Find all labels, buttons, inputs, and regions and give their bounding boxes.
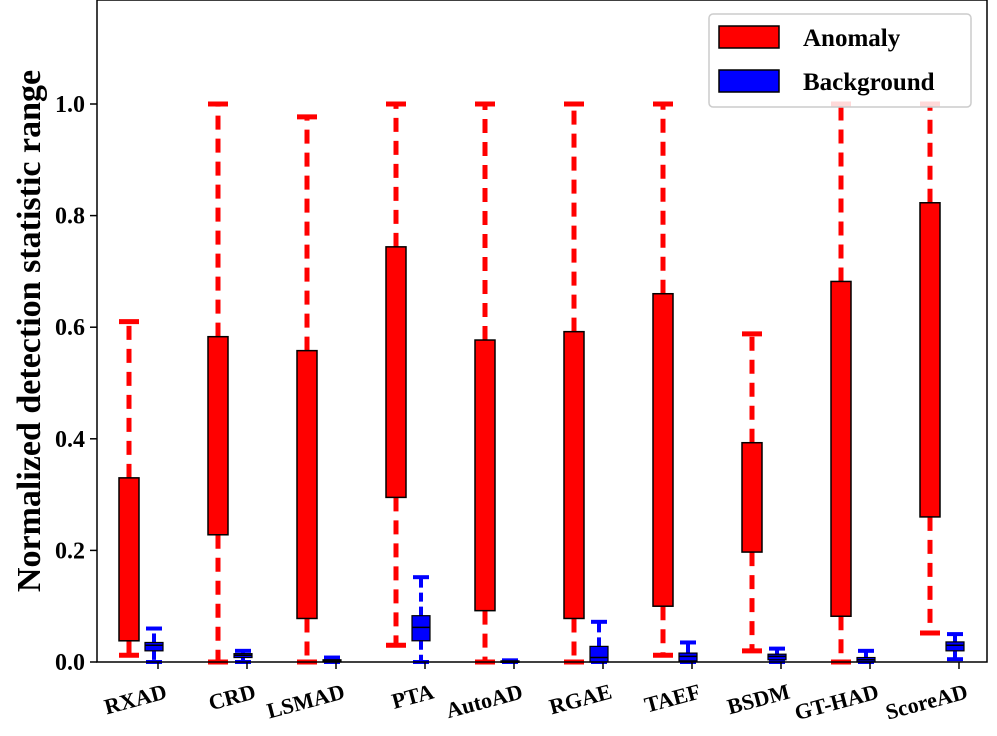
box-group-rgae bbox=[563, 101, 609, 665]
background-box bbox=[945, 641, 965, 652]
y-axis-label: Normalized detection statistic range bbox=[11, 70, 48, 592]
plot-frame bbox=[96, 0, 988, 663]
x-tick-label: PTA bbox=[389, 679, 437, 714]
legend: Anomaly Background bbox=[708, 13, 972, 108]
box-group-gt-had bbox=[830, 101, 876, 665]
background-box bbox=[144, 641, 164, 652]
x-tick-label: AutoAD bbox=[443, 679, 525, 723]
y-tick-label: 0.0 bbox=[55, 650, 85, 676]
anomaly-box bbox=[474, 339, 496, 612]
anomaly-box bbox=[830, 280, 852, 617]
x-tick-label: LSMAD bbox=[264, 679, 347, 724]
anomaly-box bbox=[741, 441, 763, 553]
y-tick-label: 0.8 bbox=[55, 204, 85, 230]
box-group-bsdm bbox=[741, 331, 787, 664]
box-group-crd bbox=[207, 101, 253, 665]
legend-swatch-anomaly bbox=[718, 25, 780, 49]
anomaly-box bbox=[919, 202, 941, 518]
y-tick-label: 1.0 bbox=[55, 92, 85, 118]
legend-label-anomaly: Anomaly bbox=[803, 25, 901, 52]
box-group-autoad bbox=[474, 101, 520, 665]
y-tick-label: 0.2 bbox=[55, 538, 85, 564]
legend-swatch-background bbox=[718, 69, 780, 93]
x-tick-label: BSDM bbox=[724, 679, 792, 720]
y-tick-label: 0.4 bbox=[55, 427, 85, 453]
anomaly-box bbox=[207, 335, 229, 536]
background-box bbox=[411, 615, 431, 642]
x-tick-label: GT-HAD bbox=[792, 679, 882, 725]
y-tick-label: 0.6 bbox=[55, 315, 85, 341]
anomaly-box bbox=[385, 246, 407, 499]
anomaly-box bbox=[563, 330, 585, 620]
legend-label-background: Background bbox=[803, 69, 935, 96]
anomaly-box bbox=[118, 477, 140, 642]
y-axis: 0.0 0.2 0.4 0.6 0.8 1.0 bbox=[55, 92, 97, 676]
x-tick-label: ScoreAD bbox=[883, 679, 971, 725]
box-group-scoread bbox=[919, 101, 965, 662]
x-tick-label: RGAE bbox=[546, 679, 614, 720]
box-groups bbox=[118, 101, 965, 665]
anomaly-box bbox=[296, 349, 318, 620]
box-group-pta bbox=[385, 101, 431, 664]
x-tick-label: CRD bbox=[206, 679, 259, 715]
background-box bbox=[589, 645, 609, 663]
box-group-rxad bbox=[118, 319, 164, 664]
x-tick-label: RXAD bbox=[101, 679, 169, 720]
box-group-taef bbox=[652, 101, 698, 664]
x-axis: RXAD CRD LSMAD PTA AutoAD RGAE TAEF BSDM GT-HAD S… bbox=[101, 662, 970, 725]
x-tick-label: TAEF bbox=[642, 679, 704, 718]
box-group-lsmad bbox=[296, 114, 342, 665]
anomaly-box bbox=[652, 292, 674, 607]
